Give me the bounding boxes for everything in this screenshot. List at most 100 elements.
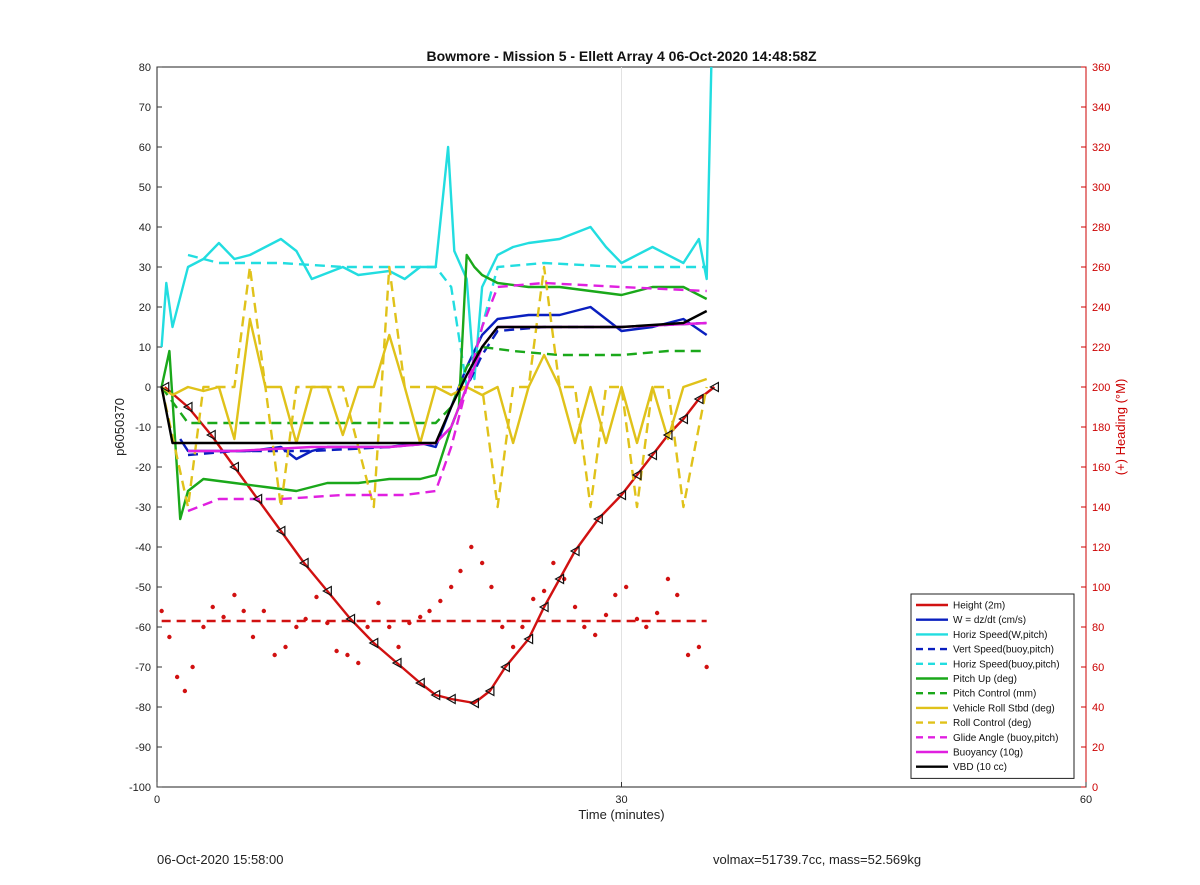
legend-entry: Pitch Up (deg) xyxy=(953,674,1017,685)
heading-point xyxy=(469,544,474,550)
y-axis-label: p6050370 xyxy=(112,398,127,456)
y-right-tick-label: 60 xyxy=(1092,662,1104,674)
heading-point xyxy=(448,584,454,590)
heading-point xyxy=(696,644,702,650)
heading-point xyxy=(201,624,206,630)
y-tick-label: -100 xyxy=(129,782,151,794)
heading-point xyxy=(376,600,381,606)
height-marker xyxy=(252,493,263,505)
heading-point xyxy=(174,674,180,680)
height-marker xyxy=(678,413,689,425)
heading-point xyxy=(541,588,547,594)
y-right-tick-label: 140 xyxy=(1092,502,1110,514)
height-marker xyxy=(345,613,356,625)
heading-point xyxy=(685,652,691,658)
heading-point xyxy=(654,610,660,616)
y-right-tick-label: 20 xyxy=(1092,742,1104,754)
legend-entry: Buoyancy (10g) xyxy=(953,748,1023,759)
heading-point xyxy=(250,634,256,640)
height-marker xyxy=(275,525,286,537)
heading-point xyxy=(644,624,649,630)
footer-timestamp: 06-Oct-2020 15:58:00 xyxy=(157,852,284,867)
height-marker xyxy=(414,677,425,689)
y-right-tick-label: 240 xyxy=(1092,302,1110,314)
heading-point xyxy=(221,614,226,620)
height-marker xyxy=(662,429,673,441)
heading-point xyxy=(603,612,609,618)
y-tick-label: 30 xyxy=(139,262,151,274)
chart-title: Bowmore - Mission 5 - Ellett Array 4 06-… xyxy=(426,48,817,64)
y-right-tick-label: 0 xyxy=(1092,782,1098,794)
y-tick-label: 0 xyxy=(145,382,151,394)
height-marker xyxy=(368,637,379,649)
heading-point xyxy=(210,604,215,610)
height-marker xyxy=(298,557,309,569)
heading-point xyxy=(613,592,618,598)
series-line-roll-control-deg xyxy=(160,265,708,509)
y-right-tick-label: 320 xyxy=(1092,142,1110,154)
height-marker xyxy=(709,381,720,393)
series-line-height-2m xyxy=(163,386,716,705)
y-tick-label: -70 xyxy=(135,662,151,674)
series-line-glide-angle-buoy-pitch xyxy=(187,281,707,513)
y-tick-label: -50 xyxy=(135,582,151,594)
x-tick-label: 30 xyxy=(615,794,627,806)
heading-point xyxy=(704,664,709,670)
heading-point xyxy=(232,592,237,598)
heading-point xyxy=(387,624,392,630)
y-tick-label: 10 xyxy=(139,342,151,354)
series-line-vbd-10-cc xyxy=(160,309,708,445)
y-tick-label: -90 xyxy=(135,742,151,754)
y-axis-right-label: (+) Heading (°M) xyxy=(1113,379,1128,476)
height-marker xyxy=(631,469,642,481)
height-marker xyxy=(569,545,580,557)
series-line-horiz-speed-w-pitch xyxy=(160,66,713,381)
height-marker xyxy=(445,693,456,705)
y-tick-label: -10 xyxy=(135,422,151,434)
heading-point xyxy=(458,568,463,574)
heading-point xyxy=(314,594,319,600)
height-marker xyxy=(647,449,658,461)
heading-point xyxy=(190,664,195,670)
x-axis-label: Time (minutes) xyxy=(578,807,664,822)
height-marker xyxy=(523,633,534,645)
height-marker xyxy=(469,697,480,709)
heading-point xyxy=(675,592,680,598)
legend-box xyxy=(910,593,1075,779)
y-right-tick-label: 260 xyxy=(1092,262,1110,274)
heading-point xyxy=(261,608,267,614)
heading-point xyxy=(572,604,578,610)
heading-point xyxy=(510,644,516,650)
heading-point xyxy=(356,660,361,666)
x-tick-label: 0 xyxy=(154,794,160,806)
y-tick-label: 60 xyxy=(139,142,151,154)
heading-point xyxy=(427,608,432,614)
y-right-tick-label: 100 xyxy=(1092,582,1110,594)
height-marker xyxy=(484,685,495,697)
height-marker xyxy=(593,513,603,525)
heading-point xyxy=(365,624,370,630)
series-line-vehicle-roll-stbd-deg xyxy=(160,317,708,445)
y-right-tick-label: 120 xyxy=(1092,542,1110,554)
y-right-tick-label: 40 xyxy=(1092,702,1104,714)
legend-entry: Height (2m) xyxy=(953,601,1005,612)
heading-point xyxy=(345,652,350,658)
legend-entry: Horiz Speed(buoy,pitch) xyxy=(953,659,1060,670)
heading-point xyxy=(294,624,299,630)
heading-point xyxy=(325,620,330,626)
y-tick-label: -20 xyxy=(135,462,151,474)
legend-entry: Vert Speed(buoy,pitch) xyxy=(953,645,1054,656)
heading-point xyxy=(500,624,505,630)
y-tick-label: -40 xyxy=(135,542,151,554)
heading-point xyxy=(334,648,339,654)
heading-point xyxy=(551,560,556,566)
series-line-horiz-speed-buoy-pitch xyxy=(187,253,707,389)
y-right-tick-label: 80 xyxy=(1092,622,1104,634)
heading-point xyxy=(407,620,412,626)
x-tick-label: 60 xyxy=(1080,794,1092,806)
height-marker xyxy=(554,573,565,585)
height-marker xyxy=(182,401,193,413)
heading-point xyxy=(623,584,629,590)
heading-point xyxy=(418,614,423,620)
